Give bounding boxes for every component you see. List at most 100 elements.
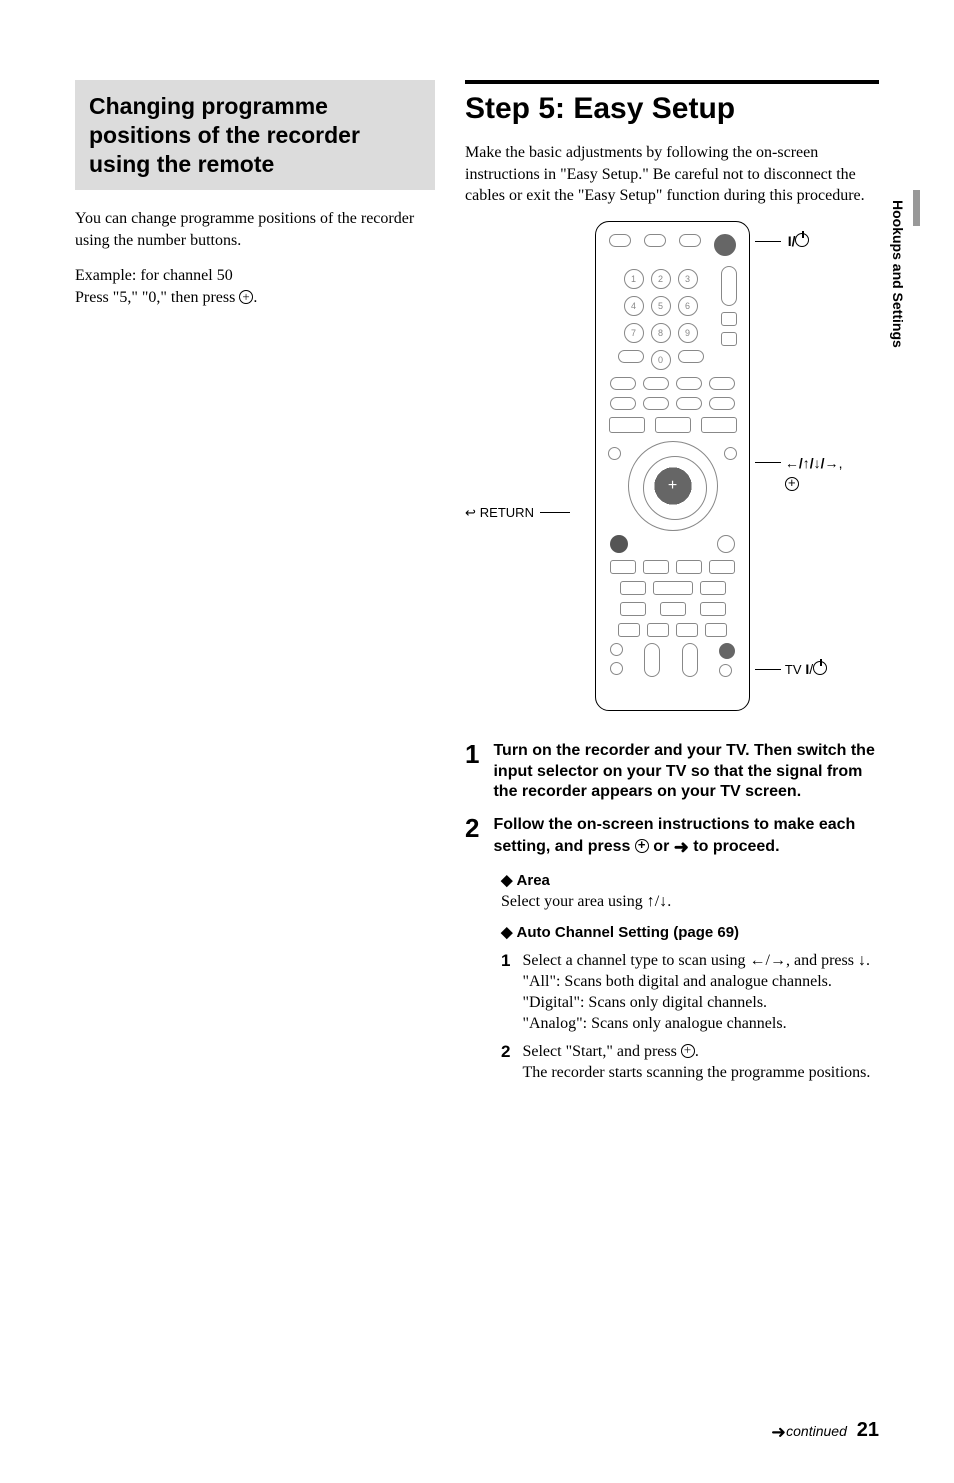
play-button-icon [653,581,693,595]
fn-button-icon [643,377,669,390]
return-button-icon [610,535,628,553]
left-para-2b: Press "5," "0," then press [75,289,239,306]
remote-diagram: I/ ←/↑/↓/→, ↩ RETURN TV I/ [465,221,879,721]
side-button-icon [724,447,737,460]
digit-9-icon: 9 [678,323,698,343]
misc-button-icon [678,350,704,363]
fn-button-icon [643,397,669,410]
menu-button-icon [609,417,645,433]
transport-button-icon [620,602,646,616]
digit-1-icon: 1 [624,269,644,289]
color-button-icon [618,623,640,637]
pause-button-icon [660,602,686,616]
left-heading-box: Changing programme positions of the reco… [75,80,435,190]
footer: continued 21 [771,1419,879,1443]
step-1-number: 1 [465,741,479,803]
step-1: 1 Turn on the recorder and your TV. Then… [465,741,879,803]
ch-button-icon [721,312,737,326]
eject-button-icon [609,234,631,247]
left-para-2a: Example: for channel 50 [75,267,233,284]
digit-2-icon: 2 [651,269,671,289]
digit-3-icon: 3 [678,269,698,289]
arrow-right-icon [771,1423,786,1439]
title-rule [465,80,879,84]
substep-1-text: Select a channel type to scan using ←/→,… [522,951,879,1034]
fn-button-icon [676,397,702,410]
area-text: Select your area using ↑/↓. [501,892,879,913]
transport-button-icon [620,581,646,595]
misc-button-icon [618,350,644,363]
area-block: Area Select your area using ↑/↓. [501,871,879,913]
bottom-button-icon [719,664,732,677]
main-title: Step 5: Easy Setup [465,92,879,126]
nav-ring-icon: + [628,441,718,531]
enter-icon [239,290,253,304]
bottom-rocker-icon [644,643,660,677]
bottom-button-icon [610,662,623,675]
transport-button-icon [700,581,726,595]
bottom-rocker-icon [682,643,698,677]
left-heading: Changing programme positions of the reco… [89,92,421,178]
ch-button-icon [721,332,737,346]
side-button-icon [608,447,621,460]
enter-icon [681,1044,695,1058]
step-2: 2 Follow the on-screen instructions to m… [465,815,879,859]
step-2-number: 2 [465,815,479,859]
menu-button-icon [701,417,737,433]
substep-1: 1 Select a channel type to scan using ←/… [501,951,879,1034]
options-button-icon [717,535,735,553]
return-label: ↩ RETURN [465,505,570,521]
substep-1-number: 1 [501,951,510,1034]
color-button-icon [647,623,669,637]
bottom-button-icon [610,643,623,656]
continued-label: continued [786,1423,847,1439]
left-column: Changing programme positions of the reco… [75,80,435,1092]
fn-button-icon [610,397,636,410]
digit-6-icon: 6 [678,296,698,316]
rew-button-icon [643,560,669,574]
acs-block: Auto Channel Setting (page 69) [501,923,879,941]
digit-5-icon: 5 [651,296,671,316]
enter-label [785,477,799,491]
top-button-icon [679,234,701,247]
color-button-icon [676,623,698,637]
power-label: I/ [755,233,809,250]
stop-button-icon [700,602,726,616]
next-button-icon [709,560,735,574]
digit-4-icon: 4 [624,296,644,316]
step-1-text: Turn on the recorder and your TV. Then s… [493,741,879,803]
substep-2-text: Select "Start," and press . The recorder… [522,1042,879,1084]
fn-button-icon [610,377,636,390]
digit-7-icon: 7 [624,323,644,343]
side-accent-bar [913,190,920,226]
intro-para: Make the basic adjustments by following … [465,142,879,207]
ffwd-button-icon [676,560,702,574]
digit-8-icon: 8 [651,323,671,343]
side-tab: Hookups and Settings [890,200,906,348]
digit-0-icon: 0 [651,350,671,370]
prev-button-icon [610,560,636,574]
color-button-icon [705,623,727,637]
acs-heading: Auto Channel Setting (page 69) [501,923,879,941]
right-column: Step 5: Easy Setup Make the basic adjust… [465,80,879,1092]
substep-2: 2 Select "Start," and press . The record… [501,1042,879,1084]
page: Changing programme positions of the reco… [0,0,954,1132]
fn-button-icon [709,397,735,410]
nav-label: ←/↑/↓/→, [755,455,842,471]
remote-outline: 123 456 789 0 [595,221,750,711]
page-number: 21 [857,1419,879,1441]
menu-button-icon [655,417,691,433]
enter-icon [635,839,649,853]
top-button-icon [644,234,666,247]
tv-power-label: TV I/ [755,661,827,678]
fn-button-icon [676,377,702,390]
power-button-icon [714,234,736,256]
substep-2-number: 2 [501,1042,510,1084]
left-para-1: You can change programme positions of th… [75,208,435,251]
area-heading: Area [501,871,879,889]
vol-rocker-icon [721,266,737,306]
tv-power-button-icon [719,643,735,659]
left-para-2: Example: for channel 50 Press "5," "0," … [75,265,435,308]
fn-button-icon [709,377,735,390]
arrow-right-icon [674,838,689,855]
